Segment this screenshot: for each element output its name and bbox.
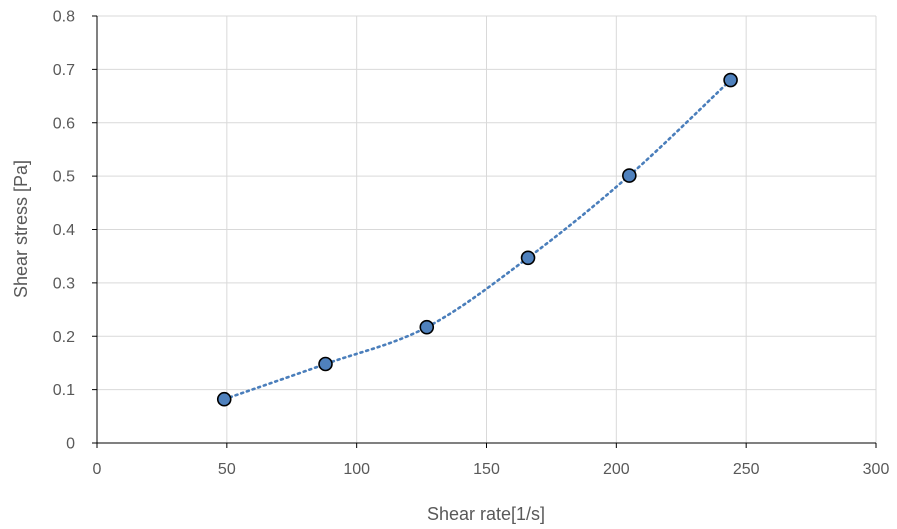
data-points [218,74,737,406]
y-tick-label: 0.2 [53,329,75,346]
y-tick-label: 0.8 [53,9,75,26]
x-tick-label: 200 [603,461,630,478]
data-point [623,169,636,182]
grid [97,16,876,443]
data-point [522,251,535,264]
x-tick-label: 150 [473,461,500,478]
x-tick-label: 300 [863,461,890,478]
x-tick-label: 250 [733,461,760,478]
data-point [218,393,231,406]
x-tick-label: 100 [343,461,370,478]
y-tick-label: 0.1 [53,382,75,399]
y-tick-label: 0.5 [53,169,75,186]
x-tick-label: 0 [93,461,102,478]
y-tick-label: 0.4 [53,222,75,239]
data-point [420,321,433,334]
x-axis-title: Shear rate[1/s] [427,504,545,524]
data-point [319,358,332,371]
trendline [224,80,730,399]
trendline-group [224,80,730,399]
x-tick-label: 50 [218,461,236,478]
y-tick-label: 0.3 [53,275,75,292]
y-tick-label: 0.6 [53,115,75,132]
data-point [724,74,737,87]
axes [92,16,876,448]
y-tick-label: 0.7 [53,62,75,79]
y-tick-label: 0 [66,436,75,453]
y-axis-title: Shear stress [Pa] [11,160,31,298]
tick-labels: 0 50 100 150 200 250 300 0 0.1 0.2 0.3 0.4 0.5 0.6 0.7… [53,9,890,479]
